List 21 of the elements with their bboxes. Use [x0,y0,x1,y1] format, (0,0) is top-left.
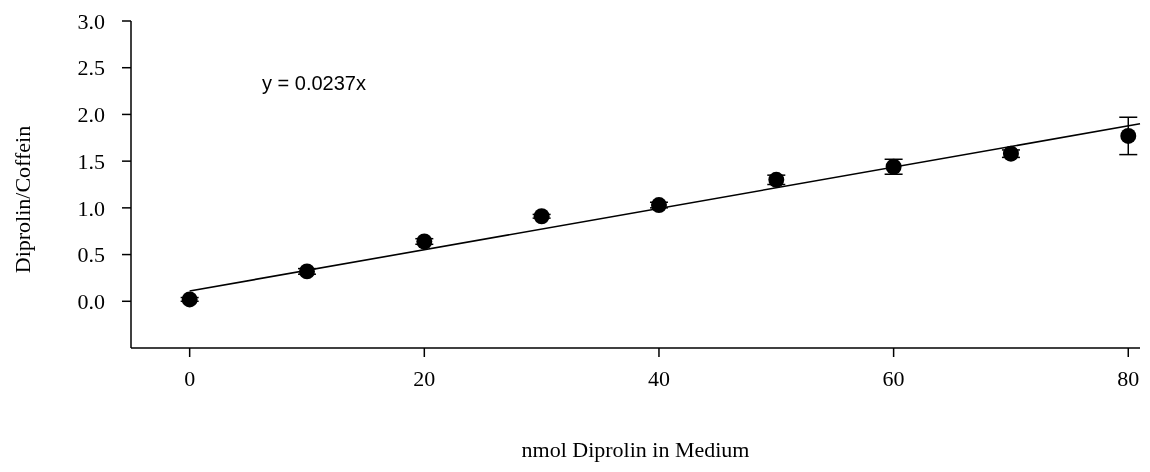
y-tick-label: 3.0 [77,8,105,34]
annotation: y = 0.0237x [262,72,366,94]
point [650,197,667,214]
y-tick-label: 2.0 [77,102,105,128]
point [1120,127,1137,144]
x-tick-label: 60 [882,366,905,391]
point [533,208,550,225]
x-tick-label: 0 [184,366,196,391]
y-tick-label: 0.5 [77,242,105,268]
point [299,263,315,280]
y-tick-label: 1.0 [77,195,105,221]
x-tick-label: 20 [413,366,436,391]
y-axis-title: Diprolin/Coffein [10,125,35,274]
point [1002,145,1019,162]
y-tick-label: 2.5 [77,55,105,81]
point [181,291,198,308]
y-tick-label: 0.0 [77,288,105,314]
x-tick-label: 40 [647,366,670,391]
x-tick-label: 80 [1117,366,1140,391]
y-tick-label: 1.5 [77,148,105,174]
x-axis-title: nmol Diprolin in Medium [521,437,750,462]
